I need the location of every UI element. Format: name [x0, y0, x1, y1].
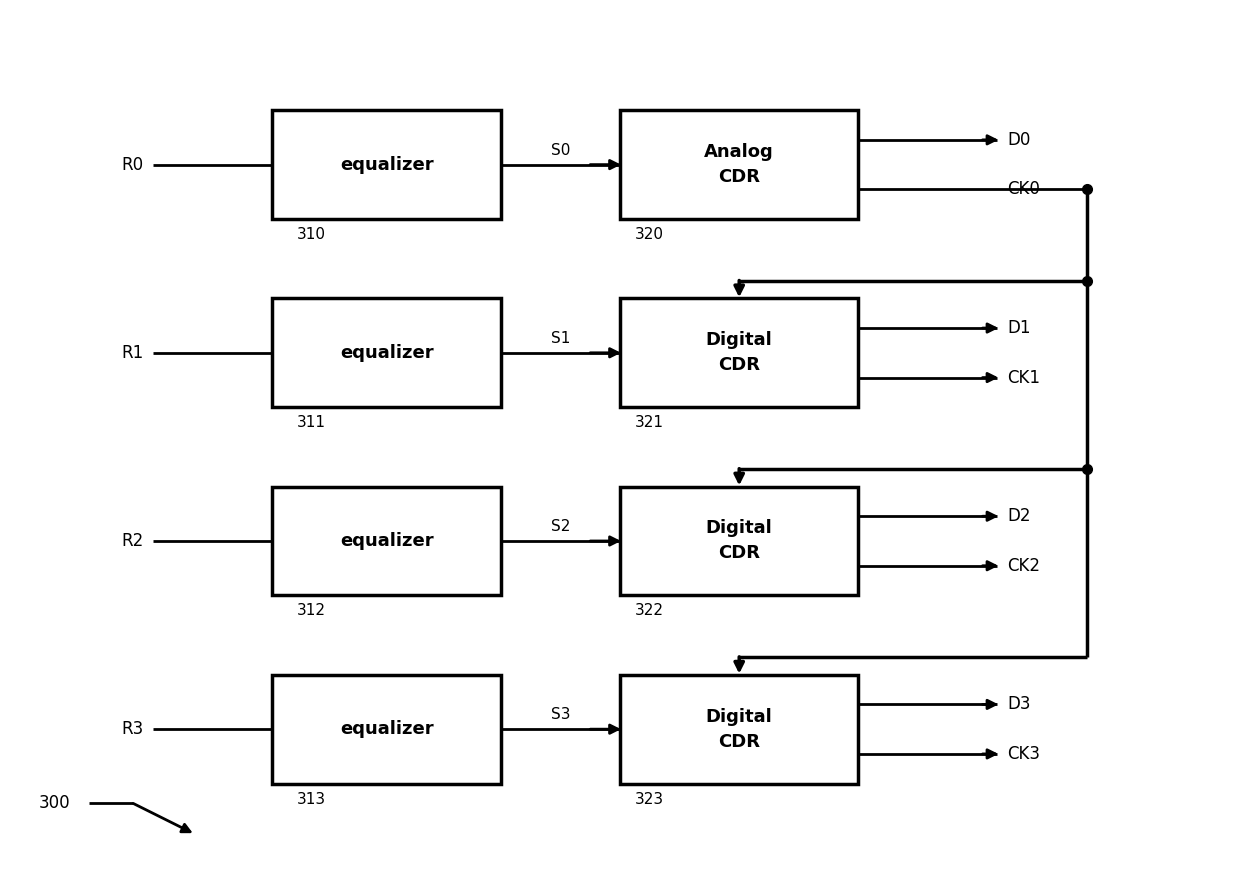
Text: R0: R0 — [122, 155, 144, 174]
Text: S2: S2 — [551, 519, 570, 534]
Text: Digital
CDR: Digital CDR — [706, 520, 773, 562]
Text: equalizer: equalizer — [340, 532, 434, 550]
Text: 311: 311 — [298, 415, 326, 430]
Text: 313: 313 — [298, 792, 326, 807]
Text: equalizer: equalizer — [340, 155, 434, 174]
Text: equalizer: equalizer — [340, 720, 434, 739]
Bar — [273, 298, 501, 407]
Text: 310: 310 — [298, 227, 326, 242]
Text: R3: R3 — [122, 720, 144, 739]
Text: 320: 320 — [635, 227, 663, 242]
Text: CK1: CK1 — [1007, 369, 1040, 386]
Bar — [620, 487, 858, 596]
Text: Digital
CDR: Digital CDR — [706, 331, 773, 374]
Text: equalizer: equalizer — [340, 344, 434, 362]
Text: Analog
CDR: Analog CDR — [704, 143, 774, 186]
Text: R1: R1 — [122, 344, 144, 362]
Text: D1: D1 — [1007, 319, 1030, 337]
Text: CK2: CK2 — [1007, 556, 1040, 575]
Text: CK0: CK0 — [1007, 181, 1040, 198]
Text: 322: 322 — [635, 603, 663, 618]
Bar — [273, 487, 501, 596]
Text: Digital
CDR: Digital CDR — [706, 708, 773, 751]
Text: D2: D2 — [1007, 508, 1030, 525]
Text: CK3: CK3 — [1007, 745, 1040, 763]
Bar — [620, 110, 858, 219]
Text: 300: 300 — [38, 794, 71, 813]
Text: S1: S1 — [551, 330, 570, 346]
Text: 321: 321 — [635, 415, 663, 430]
Text: D0: D0 — [1007, 131, 1030, 149]
Bar — [273, 110, 501, 219]
Text: S3: S3 — [551, 707, 570, 722]
Bar — [620, 298, 858, 407]
Text: R2: R2 — [122, 532, 144, 550]
Bar — [620, 675, 858, 784]
Text: 312: 312 — [298, 603, 326, 618]
Text: D3: D3 — [1007, 695, 1030, 713]
Text: S0: S0 — [551, 143, 570, 158]
Text: 323: 323 — [635, 792, 665, 807]
Bar — [273, 675, 501, 784]
